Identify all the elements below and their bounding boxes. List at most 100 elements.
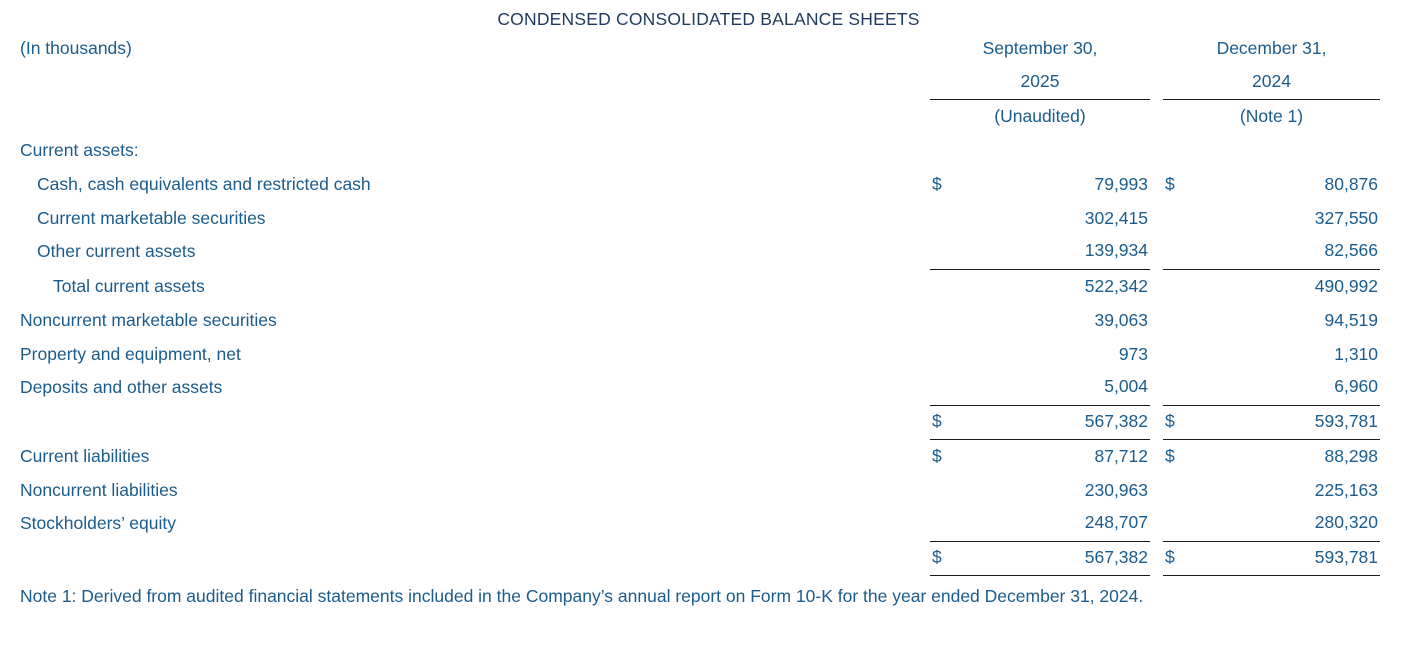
row-value: 302,415 bbox=[1084, 207, 1149, 228]
column-gap bbox=[1150, 439, 1163, 473]
column-gap bbox=[1150, 235, 1163, 269]
currency-symbol bbox=[1163, 269, 1193, 303]
column-gap bbox=[1150, 507, 1163, 541]
column-gap bbox=[1380, 99, 1417, 133]
row-value: 5,004 bbox=[960, 371, 1151, 406]
currency-symbol bbox=[930, 473, 960, 507]
empty-cell bbox=[0, 65, 930, 99]
page-title: CONDENSED CONSOLIDATED BALANCE SHEETS bbox=[497, 9, 920, 29]
column-gap bbox=[1380, 31, 1417, 65]
balance-sheet-table: (In thousands) September 30, December 31… bbox=[0, 31, 1417, 576]
row-label: Other current assets bbox=[37, 240, 196, 261]
row-value: 139,934 bbox=[960, 235, 1151, 270]
column-gap bbox=[1380, 201, 1417, 235]
currency-symbol: $ bbox=[1163, 405, 1194, 440]
row-value: 1,310 bbox=[1334, 343, 1379, 364]
currency-symbol bbox=[930, 337, 960, 371]
footnote: Note 1: Derived from audited financial s… bbox=[20, 585, 1144, 606]
table-row: Other current assets 139,934 82,566 bbox=[0, 235, 1417, 270]
table-row: Current assets: bbox=[0, 133, 1417, 167]
header-row-subtitle: (Unaudited) (Note 1) bbox=[0, 99, 1417, 133]
column-gap bbox=[1150, 303, 1163, 337]
currency-symbol bbox=[930, 201, 960, 235]
column-gap bbox=[1380, 65, 1417, 99]
column-gap bbox=[1150, 337, 1163, 371]
table-row: Deposits and other assets 5,004 6,960 bbox=[0, 371, 1417, 406]
table-row: Cash, cash equivalents and restricted ca… bbox=[0, 167, 1417, 201]
currency-symbol bbox=[930, 303, 960, 337]
currency-symbol: $ bbox=[932, 445, 942, 466]
row-value: 94,519 bbox=[1324, 309, 1379, 330]
currency-symbol: $ bbox=[930, 405, 960, 440]
table-row: Stockholders’ equity 248,707 280,320 bbox=[0, 507, 1417, 542]
row-value: 87,712 bbox=[1094, 445, 1149, 466]
currency-symbol bbox=[1163, 201, 1193, 235]
row-value: 522,342 bbox=[1084, 275, 1149, 296]
column-gap bbox=[1150, 167, 1163, 201]
column-gap bbox=[1150, 269, 1163, 303]
row-label: Noncurrent marketable securities bbox=[20, 309, 277, 330]
table-row: Property and equipment, net 973 1,310 bbox=[0, 337, 1417, 371]
row-label: Cash, cash equivalents and restricted ca… bbox=[37, 173, 371, 194]
column-gap bbox=[1380, 371, 1417, 405]
column-header-subtitle: (Unaudited) bbox=[994, 105, 1086, 126]
table-row: Noncurrent liabilities 230,963 225,163 bbox=[0, 473, 1417, 507]
column-header-year: 2025 bbox=[930, 65, 1151, 100]
table-row: Current liabilities $87,712 $88,298 bbox=[0, 439, 1417, 473]
currency-symbol: $ bbox=[1163, 541, 1194, 576]
currency-symbol bbox=[1163, 337, 1193, 371]
table-row: Total current assets 522,342 490,992 bbox=[0, 269, 1417, 303]
table-row: Current marketable securities 302,415 327,… bbox=[0, 201, 1417, 235]
row-label: Noncurrent liabilities bbox=[20, 479, 178, 500]
column-gap bbox=[1380, 337, 1417, 371]
row-label: Property and equipment, net bbox=[20, 343, 241, 364]
row-value: 567,382 bbox=[960, 541, 1151, 576]
row-value: 973 bbox=[1118, 343, 1149, 364]
row-value: 88,298 bbox=[1324, 445, 1379, 466]
column-header-date: September 30, bbox=[982, 37, 1098, 58]
currency-symbol bbox=[1163, 507, 1194, 542]
row-value: 80,876 bbox=[1324, 173, 1379, 194]
row-value: 39,063 bbox=[1094, 309, 1149, 330]
column-gap bbox=[1380, 405, 1417, 439]
row-value bbox=[1193, 133, 1380, 167]
currency-symbol bbox=[1163, 473, 1193, 507]
column-gap bbox=[1380, 133, 1417, 167]
column-header-subtitle: (Note 1) bbox=[1239, 105, 1304, 126]
row-label: Current marketable securities bbox=[37, 207, 266, 228]
currency-symbol bbox=[930, 371, 960, 406]
currency-symbol bbox=[1163, 371, 1194, 406]
currency-symbol bbox=[1163, 303, 1193, 337]
currency-symbol bbox=[1163, 133, 1193, 167]
row-label: Stockholders’ equity bbox=[20, 512, 176, 533]
column-gap bbox=[1380, 507, 1417, 541]
row-value: 248,707 bbox=[960, 507, 1151, 542]
table-row: Noncurrent marketable securities 39,063 94… bbox=[0, 303, 1417, 337]
row-value: 230,963 bbox=[1084, 479, 1149, 500]
column-gap bbox=[1150, 31, 1163, 65]
row-value: 6,960 bbox=[1193, 371, 1381, 406]
row-label: Current liabilities bbox=[20, 445, 150, 466]
currency-symbol: $ bbox=[1165, 173, 1175, 194]
row-label bbox=[0, 405, 930, 439]
currency-symbol: $ bbox=[932, 173, 942, 194]
column-gap bbox=[1380, 439, 1417, 473]
column-gap bbox=[1380, 473, 1417, 507]
column-gap bbox=[1150, 541, 1163, 575]
row-value: 225,163 bbox=[1314, 479, 1379, 500]
units-label: (In thousands) bbox=[20, 37, 132, 58]
row-value: 593,781 bbox=[1193, 541, 1381, 576]
row-value: 82,566 bbox=[1193, 235, 1381, 270]
table-header: (In thousands) September 30, December 31… bbox=[0, 31, 1417, 133]
row-value: 490,992 bbox=[1314, 275, 1379, 296]
column-gap bbox=[1380, 235, 1417, 269]
column-gap bbox=[1380, 269, 1417, 303]
column-gap bbox=[1380, 167, 1417, 201]
column-gap bbox=[1150, 133, 1163, 167]
column-gap bbox=[1150, 371, 1163, 405]
currency-symbol: $ bbox=[1165, 445, 1175, 466]
currency-symbol: $ bbox=[930, 541, 960, 576]
column-header-year: 2024 bbox=[1163, 65, 1381, 100]
currency-symbol bbox=[930, 269, 960, 303]
column-gap bbox=[1380, 303, 1417, 337]
